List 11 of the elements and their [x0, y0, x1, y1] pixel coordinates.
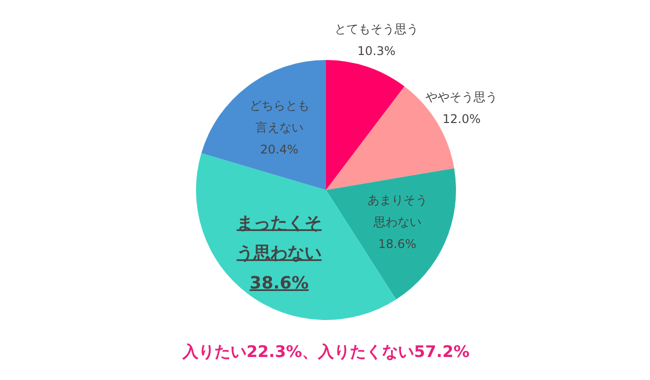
data-label: 10.3%: [357, 44, 396, 58]
data-label: 38.6%: [250, 273, 309, 294]
data-label: 20.4%: [260, 142, 298, 157]
text: 入りたい22.3%、入りたくない57.2%: [181, 342, 470, 361]
slice-label: ややそう思う: [426, 90, 498, 104]
slice-label: まったくそう思わない: [236, 213, 322, 264]
data-label: 12.0%: [442, 112, 481, 126]
slice-label: あまりそう思わない: [367, 192, 428, 229]
slice-label: とてもそう思う: [334, 22, 418, 36]
slice-label: どちらとも言えない: [249, 98, 310, 135]
data-label: 18.6%: [378, 236, 416, 251]
